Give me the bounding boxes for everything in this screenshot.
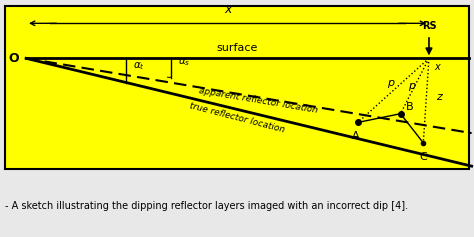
Text: B: B bbox=[406, 102, 414, 112]
Text: p: p bbox=[408, 82, 415, 91]
Bar bbox=[5, 6, 469, 169]
Text: true reflector location: true reflector location bbox=[188, 101, 286, 134]
Text: surface: surface bbox=[216, 43, 258, 54]
Text: p: p bbox=[387, 77, 395, 88]
Text: z: z bbox=[436, 92, 442, 102]
Text: $\alpha_s$: $\alpha_s$ bbox=[178, 56, 190, 68]
Text: O: O bbox=[9, 52, 19, 65]
Text: A: A bbox=[352, 131, 359, 141]
Text: RS: RS bbox=[422, 21, 436, 31]
Text: x: x bbox=[435, 62, 440, 72]
Text: - A sketch illustrating the dipping reflector layers imaged with an incorrect di: - A sketch illustrating the dipping refl… bbox=[5, 201, 408, 211]
Text: C: C bbox=[419, 152, 427, 162]
Text: apparent reflector location: apparent reflector location bbox=[198, 86, 319, 114]
Text: $\alpha_t$: $\alpha_t$ bbox=[133, 61, 145, 73]
Text: x: x bbox=[224, 3, 231, 16]
